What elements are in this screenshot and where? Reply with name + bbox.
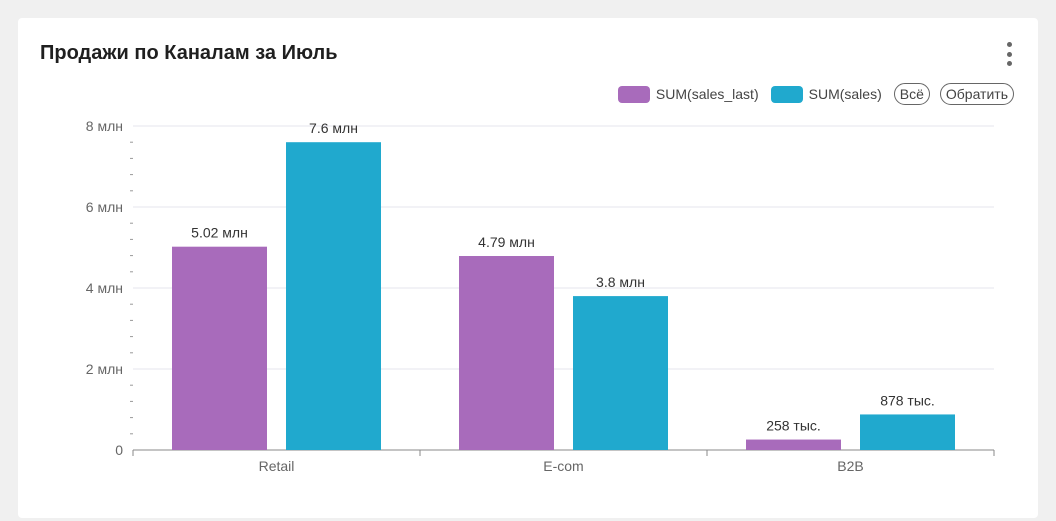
legend-item-sales[interactable]: SUM(sales) — [770, 85, 882, 103]
bar — [286, 142, 381, 450]
bar — [860, 414, 955, 450]
data-label: 5.02 млн — [191, 225, 248, 241]
y-tick-label: 6 млн — [86, 199, 123, 215]
y-tick-label: 0 — [115, 442, 123, 458]
chart-title: Продажи по Каналам за Июль — [40, 42, 338, 64]
legend-label: SUM(sales) — [808, 86, 882, 102]
select-all-button[interactable]: Всё — [893, 83, 930, 105]
x-tick-label: E-com — [543, 458, 583, 474]
invert-selection-button[interactable]: Обратить — [939, 83, 1014, 105]
x-tick-label: B2B — [837, 458, 863, 474]
legend-swatch — [617, 85, 650, 103]
data-label: 3.8 млн — [596, 274, 645, 290]
legend: SUM(sales_last) SUM(sales) Всё Обратить — [617, 83, 1014, 105]
y-tick-label: 2 млн — [86, 361, 123, 377]
data-label: 258 тыс. — [766, 418, 821, 434]
bar — [172, 246, 267, 450]
bar — [459, 256, 554, 450]
data-label: 7.6 млн — [309, 120, 358, 136]
data-label: 878 тыс. — [880, 392, 935, 408]
data-label: 4.79 млн — [478, 234, 535, 250]
x-tick-label: Retail — [259, 458, 295, 474]
legend-label: SUM(sales_last) — [655, 86, 759, 102]
y-tick-label: 4 млн — [86, 280, 123, 296]
bar — [746, 439, 841, 450]
legend-swatch — [770, 85, 803, 103]
y-tick-label: 8 млн — [86, 118, 123, 134]
bar — [573, 296, 668, 450]
legend-item-sales-last[interactable]: SUM(sales_last) — [617, 85, 759, 103]
more-options-icon[interactable] — [1002, 42, 1016, 66]
